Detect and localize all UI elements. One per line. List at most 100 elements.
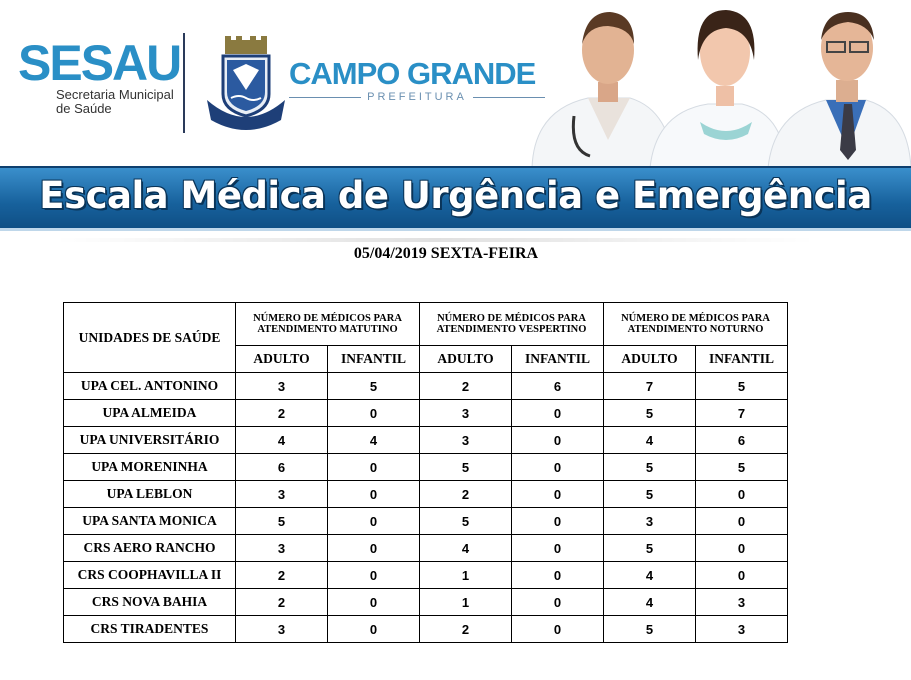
doctor-count: 4 <box>603 561 696 589</box>
unit-name: CRS TIRADENTES <box>63 615 236 643</box>
doctor-count: 0 <box>327 453 420 481</box>
doctor-count: 5 <box>603 480 696 508</box>
banner-title: Escala Médica de Urgência e Emergência <box>39 174 872 217</box>
doctor-count: 0 <box>695 480 788 508</box>
doctor-count: 4 <box>603 588 696 616</box>
doctor-count: 4 <box>327 426 420 454</box>
doctor-count: 0 <box>511 534 604 562</box>
doctor-count: 0 <box>327 534 420 562</box>
doctor-count: 0 <box>511 507 604 535</box>
doctor-count: 0 <box>511 615 604 643</box>
doctor-count: 0 <box>327 507 420 535</box>
doctor-count: 0 <box>327 615 420 643</box>
sub-header: INFANTIL <box>695 345 788 373</box>
doctor-count: 5 <box>603 399 696 427</box>
doctor-count: 0 <box>327 399 420 427</box>
schedule-table: UNIDADES DE SAÚDE NÚMERO DE MÉDICOS PARA… <box>63 302 788 643</box>
doctor-count: 0 <box>511 561 604 589</box>
doctor-count: 3 <box>235 372 328 400</box>
unit-name: UPA LEBLON <box>63 480 236 508</box>
page-header: SESAU Secretaria Municipal de Saúde CAMP… <box>0 0 911 231</box>
table-row: UPA ALMEIDA 2 0 3 0 5 7 <box>63 399 788 427</box>
doctor-count: 3 <box>419 426 512 454</box>
doctor-count: 6 <box>235 453 328 481</box>
city-crest-icon <box>207 36 285 130</box>
doctor-count: 2 <box>419 615 512 643</box>
doctor-count: 0 <box>327 561 420 589</box>
doctor-count: 1 <box>419 561 512 589</box>
unit-name: UPA UNIVERSITÁRIO <box>63 426 236 454</box>
doctor-count: 5 <box>419 453 512 481</box>
doctor-count: 2 <box>419 372 512 400</box>
logo-divider <box>183 33 185 133</box>
doctor-count: 3 <box>603 507 696 535</box>
doctor-count: 7 <box>695 399 788 427</box>
unit-name: UPA SANTA MONICA <box>63 507 236 535</box>
doctor-count: 6 <box>695 426 788 454</box>
schedule-body: UPA CEL. ANTONINO 3 5 2 6 7 5 UPA ALMEIDA 2 0 3 0 5 7… <box>63 372 788 643</box>
table-row: UPA CEL. ANTONINO 3 5 2 6 7 5 <box>63 372 788 400</box>
doctor-count: 7 <box>603 372 696 400</box>
unit-name: CRS AERO RANCHO <box>63 534 236 562</box>
sub-header: INFANTIL <box>327 345 420 373</box>
doctor-count: 0 <box>511 399 604 427</box>
table-row: UPA SANTA MONICA 5 0 5 0 3 0 <box>63 507 788 535</box>
doctor-count: 4 <box>419 534 512 562</box>
doctor-count: 3 <box>235 480 328 508</box>
unit-name: UPA CEL. ANTONINO <box>63 372 236 400</box>
doctor-count: 5 <box>695 372 788 400</box>
doctor-count: 6 <box>511 372 604 400</box>
doctor-count: 0 <box>695 561 788 589</box>
table-row: UPA UNIVERSITÁRIO 4 4 3 0 4 6 <box>63 426 788 454</box>
sesau-subtitle-line1: Secretaria Municipal <box>56 87 174 102</box>
table-row: UPA MORENINHA 6 0 5 0 5 5 <box>63 453 788 481</box>
doctor-count: 5 <box>603 534 696 562</box>
shift-header-morning: NÚMERO DE MÉDICOS PARA ATENDIMENTO MATUT… <box>235 302 420 346</box>
doctor-count: 5 <box>327 372 420 400</box>
doctor-count: 5 <box>695 453 788 481</box>
shift-header-afternoon: NÚMERO DE MÉDICOS PARA ATENDIMENTO VESPE… <box>419 302 604 346</box>
doctor-count: 3 <box>419 399 512 427</box>
unit-name: CRS COOPHAVILLA II <box>63 561 236 589</box>
doctor-count: 0 <box>511 588 604 616</box>
table-row: CRS TIRADENTES 3 0 2 0 5 3 <box>63 615 788 643</box>
doctor-count: 0 <box>327 588 420 616</box>
doctor-count: 4 <box>603 426 696 454</box>
doctor-count: 3 <box>695 588 788 616</box>
table-row: CRS NOVA BAHIA 2 0 1 0 4 3 <box>63 588 788 616</box>
banner-shadow <box>55 238 815 242</box>
date-line: 05/04/2019 SEXTA-FEIRA <box>353 245 539 262</box>
doctor-count: 3 <box>695 615 788 643</box>
sub-header: ADULTO <box>235 345 328 373</box>
unit-name: UPA MORENINHA <box>63 453 236 481</box>
city-logo: CAMPO GRANDE PREFEITURA <box>289 58 545 103</box>
doctor-count: 2 <box>235 588 328 616</box>
shift-header-night: NÚMERO DE MÉDICOS PARA ATENDIMENTO NOTUR… <box>603 302 788 346</box>
table-row: CRS AERO RANCHO 3 0 4 0 5 0 <box>63 534 788 562</box>
unit-name: CRS NOVA BAHIA <box>63 588 236 616</box>
doctor-count: 2 <box>235 399 328 427</box>
sesau-subtitle-line2: de Saúde <box>56 101 112 116</box>
doctor-count: 0 <box>511 480 604 508</box>
table-row: UPA LEBLON 3 0 2 0 5 0 <box>63 480 788 508</box>
units-header: UNIDADES DE SAÚDE <box>63 302 236 373</box>
sesau-logo: SESAU Secretaria Municipal de Saúde <box>18 38 182 116</box>
city-logo-subtitle: PREFEITURA <box>367 91 467 103</box>
doctor-count: 5 <box>603 453 696 481</box>
city-logo-word: CAMPO GRANDE <box>289 56 536 91</box>
doctor-count: 2 <box>419 480 512 508</box>
sesau-subtitle: Secretaria Municipal de Saúde <box>56 88 180 116</box>
sub-header: ADULTO <box>419 345 512 373</box>
doctor-count: 1 <box>419 588 512 616</box>
doctor-count: 0 <box>327 480 420 508</box>
sub-header: ADULTO <box>603 345 696 373</box>
title-banner: Escala Médica de Urgência e Emergência <box>0 166 911 231</box>
doctor-count: 3 <box>235 615 328 643</box>
doctor-count: 0 <box>511 453 604 481</box>
doctors-photo <box>531 10 911 168</box>
doctor-count: 5 <box>603 615 696 643</box>
doctor-count: 2 <box>235 561 328 589</box>
doctor-count: 3 <box>235 534 328 562</box>
table-row: CRS COOPHAVILLA II 2 0 1 0 4 0 <box>63 561 788 589</box>
doctor-count: 4 <box>235 426 328 454</box>
